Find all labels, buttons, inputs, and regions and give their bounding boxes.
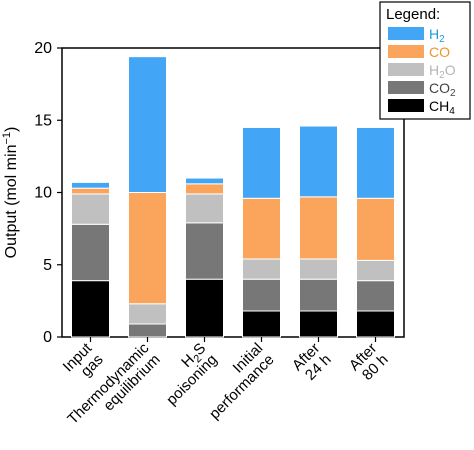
bar-segment-ch4-3 <box>242 310 281 338</box>
bar-segment-co2-1 <box>128 323 167 338</box>
bar-segment-ch4-2 <box>185 278 224 338</box>
y-tick-label: 5 <box>43 257 52 274</box>
bar-segment-h2o-5 <box>356 259 395 282</box>
y-axis-title: Output (mol min−1) <box>1 127 20 259</box>
y-tick-label: 20 <box>34 40 52 57</box>
legend-label-h2: H2 <box>429 26 445 45</box>
legend-label-ch4: CH4 <box>429 98 455 117</box>
bar-segment-co-0 <box>71 187 110 195</box>
x-tick-label-group: After80 h <box>346 340 392 386</box>
bar-segment-h2-4 <box>299 125 338 198</box>
x-tick-label-group: After24 h <box>289 340 335 386</box>
legend-swatch-h2o <box>388 63 424 76</box>
legend-swatch-co2 <box>388 81 424 94</box>
bar-segment-h2o-4 <box>299 258 338 280</box>
bar-segment-h2-2 <box>185 177 224 185</box>
bar-segment-h2-5 <box>356 126 395 199</box>
x-tick-label: After24 h <box>289 340 335 386</box>
legend-swatch-co <box>388 45 424 58</box>
bar-segment-ch4-0 <box>71 280 110 338</box>
legend-swatch-ch4 <box>388 99 424 112</box>
x-tick-label-group: H2Spoisoning <box>152 340 221 409</box>
bar-segment-h2o-2 <box>185 193 224 224</box>
legend-swatch-h2 <box>388 27 424 40</box>
bar-segment-ch4-4 <box>299 310 338 338</box>
bar-segment-co2-5 <box>356 280 395 312</box>
legend-label-co: CO <box>429 44 450 60</box>
bar-segment-co-4 <box>299 196 338 260</box>
plot-area <box>61 47 405 338</box>
bar-segment-co-5 <box>356 197 395 261</box>
bar-segment-ch4-5 <box>356 310 395 338</box>
bar-segment-co2-4 <box>299 278 338 312</box>
plot-frame <box>61 47 405 338</box>
bar-segment-h2-3 <box>242 126 281 199</box>
bar-segment-h2o-3 <box>242 258 281 280</box>
bar-segment-co2-2 <box>185 222 224 280</box>
legend-title: Legend: <box>386 6 440 23</box>
bar-segment-co2-0 <box>71 223 110 282</box>
bar-segment-h2o-0 <box>71 193 110 225</box>
y-tick-label: 15 <box>34 112 52 129</box>
bar-segment-co2-3 <box>242 278 281 312</box>
bar-segment-co-3 <box>242 197 281 260</box>
bar-segment-h2-1 <box>128 56 167 193</box>
bar-segment-h2-0 <box>71 181 110 189</box>
y-tick-label: 10 <box>34 185 52 202</box>
bar-segment-co-2 <box>185 183 224 195</box>
x-tick-label: After80 h <box>346 340 392 386</box>
bars <box>71 56 395 338</box>
y-tick-label: 0 <box>43 329 52 346</box>
x-tick-label: H2Spoisoning <box>152 340 221 409</box>
bar-segment-co-1 <box>128 192 167 305</box>
legend-label-co2: CO2 <box>429 80 456 99</box>
bar-segment-h2o-1 <box>128 303 167 325</box>
legend-label-h2o: H2O <box>429 62 456 81</box>
